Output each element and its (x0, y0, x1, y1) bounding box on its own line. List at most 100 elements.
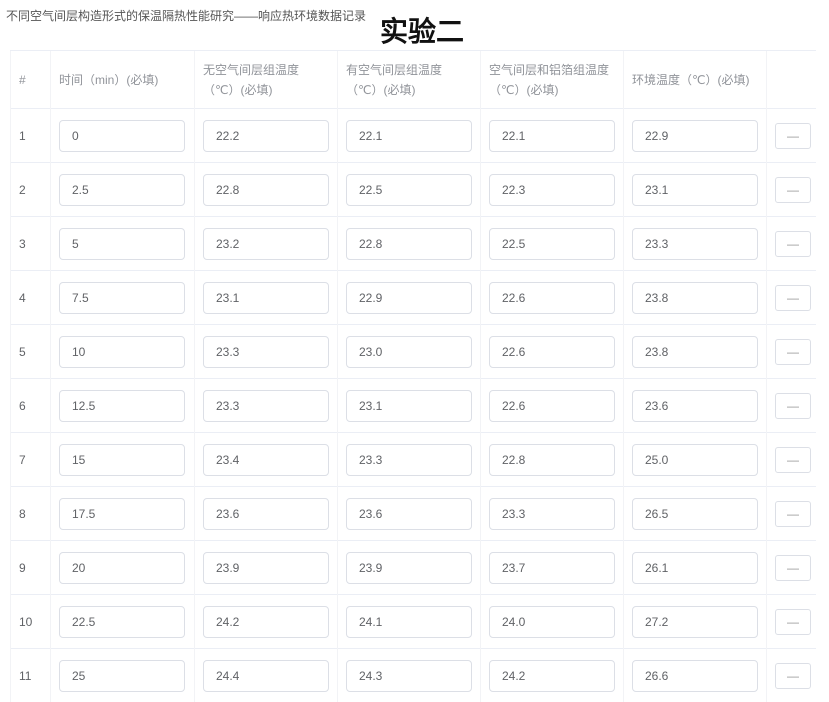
ambient-temp-input[interactable]: 23.6 (632, 390, 758, 422)
cell-actions: — (767, 163, 816, 217)
air-layer-temp-input[interactable]: 23.6 (346, 498, 472, 530)
no-air-layer-temp-input[interactable]: 24.2 (203, 606, 329, 638)
no-air-layer-temp-input[interactable]: 23.6 (203, 498, 329, 530)
row-index: 1 (11, 109, 51, 163)
cell-air-layer-temp: 23.9 (338, 541, 481, 595)
remove-row-button[interactable]: — (775, 177, 811, 203)
air-layer-foil-temp-input[interactable]: 24.0 (489, 606, 615, 638)
air-layer-temp-input[interactable]: 24.1 (346, 606, 472, 638)
time-input[interactable]: 10 (59, 336, 185, 368)
cell-air-layer-foil-temp: 23.7 (481, 541, 624, 595)
no-air-layer-temp-input[interactable]: 23.3 (203, 336, 329, 368)
row-index: 3 (11, 217, 51, 271)
row-index: 10 (11, 595, 51, 649)
air-layer-foil-temp-input[interactable]: 22.1 (489, 120, 615, 152)
table-row: 10 22.2 22.1 22.1 22.9 — (11, 109, 816, 163)
ambient-temp-input[interactable]: 22.9 (632, 120, 758, 152)
time-input[interactable]: 22.5 (59, 606, 185, 638)
ambient-temp-input[interactable]: 26.5 (632, 498, 758, 530)
air-layer-temp-input[interactable]: 23.3 (346, 444, 472, 476)
no-air-layer-temp-input[interactable]: 23.1 (203, 282, 329, 314)
cell-time: 10 (51, 325, 195, 379)
air-layer-foil-temp-input[interactable]: 22.6 (489, 282, 615, 314)
air-layer-foil-temp-input[interactable]: 22.8 (489, 444, 615, 476)
ambient-temp-input[interactable]: 23.3 (632, 228, 758, 260)
cell-no-air-layer-temp: 23.4 (195, 433, 338, 487)
cell-time: 12.5 (51, 379, 195, 433)
air-layer-temp-input[interactable]: 23.1 (346, 390, 472, 422)
cell-air-layer-foil-temp: 22.3 (481, 163, 624, 217)
cell-no-air-layer-temp: 22.8 (195, 163, 338, 217)
no-air-layer-temp-input[interactable]: 22.2 (203, 120, 329, 152)
ambient-temp-input[interactable]: 26.6 (632, 660, 758, 692)
air-layer-temp-input[interactable]: 22.9 (346, 282, 472, 314)
time-input[interactable]: 20 (59, 552, 185, 584)
air-layer-temp-input[interactable]: 23.9 (346, 552, 472, 584)
remove-row-button[interactable]: — (775, 555, 811, 581)
time-input[interactable]: 15 (59, 444, 185, 476)
air-layer-foil-temp-input[interactable]: 22.5 (489, 228, 615, 260)
cell-actions: — (767, 595, 816, 649)
no-air-layer-temp-input[interactable]: 23.9 (203, 552, 329, 584)
air-layer-temp-input[interactable]: 22.8 (346, 228, 472, 260)
remove-row-button[interactable]: — (775, 393, 811, 419)
cell-time: 22.5 (51, 595, 195, 649)
remove-row-button[interactable]: — (775, 123, 811, 149)
no-air-layer-temp-input[interactable]: 23.3 (203, 390, 329, 422)
no-air-layer-temp-input[interactable]: 24.4 (203, 660, 329, 692)
row-index: 2 (11, 163, 51, 217)
no-air-layer-temp-input[interactable]: 23.4 (203, 444, 329, 476)
cell-air-layer-foil-temp: 24.2 (481, 649, 624, 702)
cell-time: 17.5 (51, 487, 195, 541)
air-layer-foil-temp-input[interactable]: 23.7 (489, 552, 615, 584)
time-input[interactable]: 2.5 (59, 174, 185, 206)
remove-row-button[interactable]: — (775, 447, 811, 473)
row-index: 11 (11, 649, 51, 702)
cell-air-layer-temp: 24.3 (338, 649, 481, 702)
remove-row-button[interactable]: — (775, 609, 811, 635)
no-air-layer-temp-input[interactable]: 22.8 (203, 174, 329, 206)
cell-ambient-temp: 23.8 (624, 325, 767, 379)
air-layer-foil-temp-input[interactable]: 22.6 (489, 390, 615, 422)
air-layer-temp-input[interactable]: 22.5 (346, 174, 472, 206)
cell-ambient-temp: 23.6 (624, 379, 767, 433)
time-input[interactable]: 7.5 (59, 282, 185, 314)
air-layer-foil-temp-input[interactable]: 24.2 (489, 660, 615, 692)
column-header-ambient-temp: 环境温度（℃）(必填) (624, 51, 767, 109)
cell-ambient-temp: 22.9 (624, 109, 767, 163)
row-index: 8 (11, 487, 51, 541)
remove-row-button[interactable]: — (775, 231, 811, 257)
time-input[interactable]: 5 (59, 228, 185, 260)
row-index: 9 (11, 541, 51, 595)
remove-row-button[interactable]: — (775, 339, 811, 365)
ambient-temp-input[interactable]: 23.8 (632, 282, 758, 314)
cell-no-air-layer-temp: 22.2 (195, 109, 338, 163)
air-layer-temp-input[interactable]: 24.3 (346, 660, 472, 692)
air-layer-temp-input[interactable]: 22.1 (346, 120, 472, 152)
time-input[interactable]: 12.5 (59, 390, 185, 422)
cell-ambient-temp: 27.2 (624, 595, 767, 649)
time-input[interactable]: 17.5 (59, 498, 185, 530)
time-input[interactable]: 0 (59, 120, 185, 152)
cell-no-air-layer-temp: 23.9 (195, 541, 338, 595)
air-layer-foil-temp-input[interactable]: 22.6 (489, 336, 615, 368)
remove-row-button[interactable]: — (775, 501, 811, 527)
remove-row-button[interactable]: — (775, 663, 811, 689)
cell-actions: — (767, 271, 816, 325)
remove-row-button[interactable]: — (775, 285, 811, 311)
ambient-temp-input[interactable]: 26.1 (632, 552, 758, 584)
cell-actions: — (767, 109, 816, 163)
air-layer-foil-temp-input[interactable]: 23.3 (489, 498, 615, 530)
time-input[interactable]: 25 (59, 660, 185, 692)
air-layer-temp-input[interactable]: 23.0 (346, 336, 472, 368)
cell-air-layer-temp: 22.1 (338, 109, 481, 163)
air-layer-foil-temp-input[interactable]: 22.3 (489, 174, 615, 206)
ambient-temp-input[interactable]: 23.1 (632, 174, 758, 206)
cell-actions: — (767, 487, 816, 541)
cell-actions: — (767, 541, 816, 595)
ambient-temp-input[interactable]: 25.0 (632, 444, 758, 476)
ambient-temp-input[interactable]: 27.2 (632, 606, 758, 638)
no-air-layer-temp-input[interactable]: 23.2 (203, 228, 329, 260)
ambient-temp-input[interactable]: 23.8 (632, 336, 758, 368)
